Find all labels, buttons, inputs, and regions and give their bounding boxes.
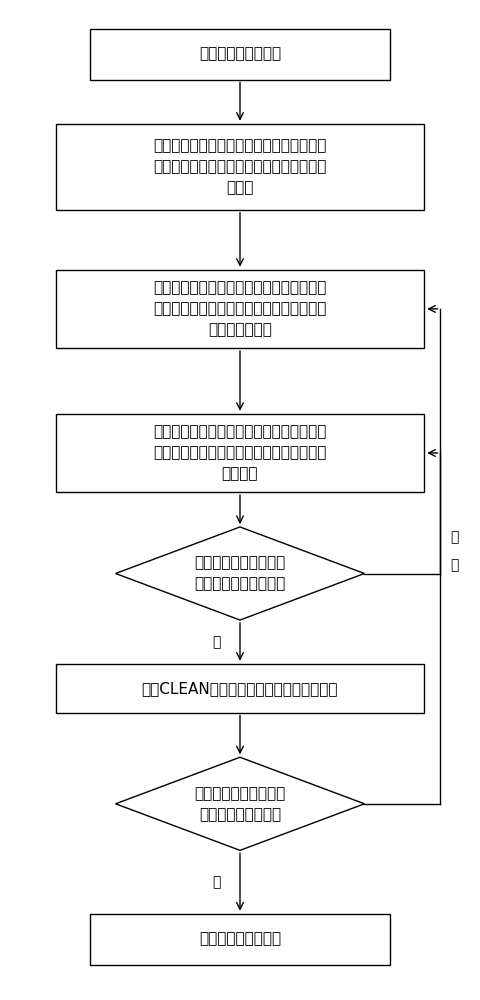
Polygon shape <box>116 757 364 850</box>
Text: 是: 是 <box>213 635 221 649</box>
Text: 判断数据平面上的所有
网格点是否已经被遍历: 判断数据平面上的所有 网格点是否已经被遍历 <box>194 556 286 591</box>
Text: 从各接收机中读取量测并对量测进行采样，
划分目标位置的网格搜索区间，设置已定位
的序号: 从各接收机中读取量测并对量测进行采样， 划分目标位置的网格搜索区间，设置已定位 … <box>153 138 327 195</box>
Text: 初始化雷达系统参数: 初始化雷达系统参数 <box>199 47 281 62</box>
Text: 完成发射源被动定位: 完成发射源被动定位 <box>199 932 281 947</box>
FancyBboxPatch shape <box>56 270 424 348</box>
FancyBboxPatch shape <box>90 914 390 965</box>
Text: 选取一个网格点计算到各接收基站的传播时
延，构建一个对角矩阵并计算该网格点对应
的代价值: 选取一个网格点计算到各接收基站的传播时 延，构建一个对角矩阵并计算该网格点对应 … <box>153 424 327 481</box>
Polygon shape <box>116 527 364 620</box>
FancyBboxPatch shape <box>56 414 424 492</box>
Text: 判断定位序号是否小于
待定位的发射机个数: 判断定位序号是否小于 待定位的发射机个数 <box>194 786 286 822</box>
Text: 采用CLEAN方法更新量测向量和已定位序号: 采用CLEAN方法更新量测向量和已定位序号 <box>142 681 338 696</box>
FancyBboxPatch shape <box>56 664 424 713</box>
FancyBboxPatch shape <box>90 29 390 80</box>
Text: 将量测向量均分并分别做离散傅里叶变换，
组合成矩阵并计算其相关矩阵的最大特征值
对应的特征向量: 将量测向量均分并分别做离散傅里叶变换， 组合成矩阵并计算其相关矩阵的最大特征值 … <box>153 280 327 337</box>
FancyBboxPatch shape <box>56 124 424 210</box>
Text: 是: 是 <box>450 530 458 544</box>
Text: 否: 否 <box>450 559 458 573</box>
Text: 否: 否 <box>213 875 221 889</box>
